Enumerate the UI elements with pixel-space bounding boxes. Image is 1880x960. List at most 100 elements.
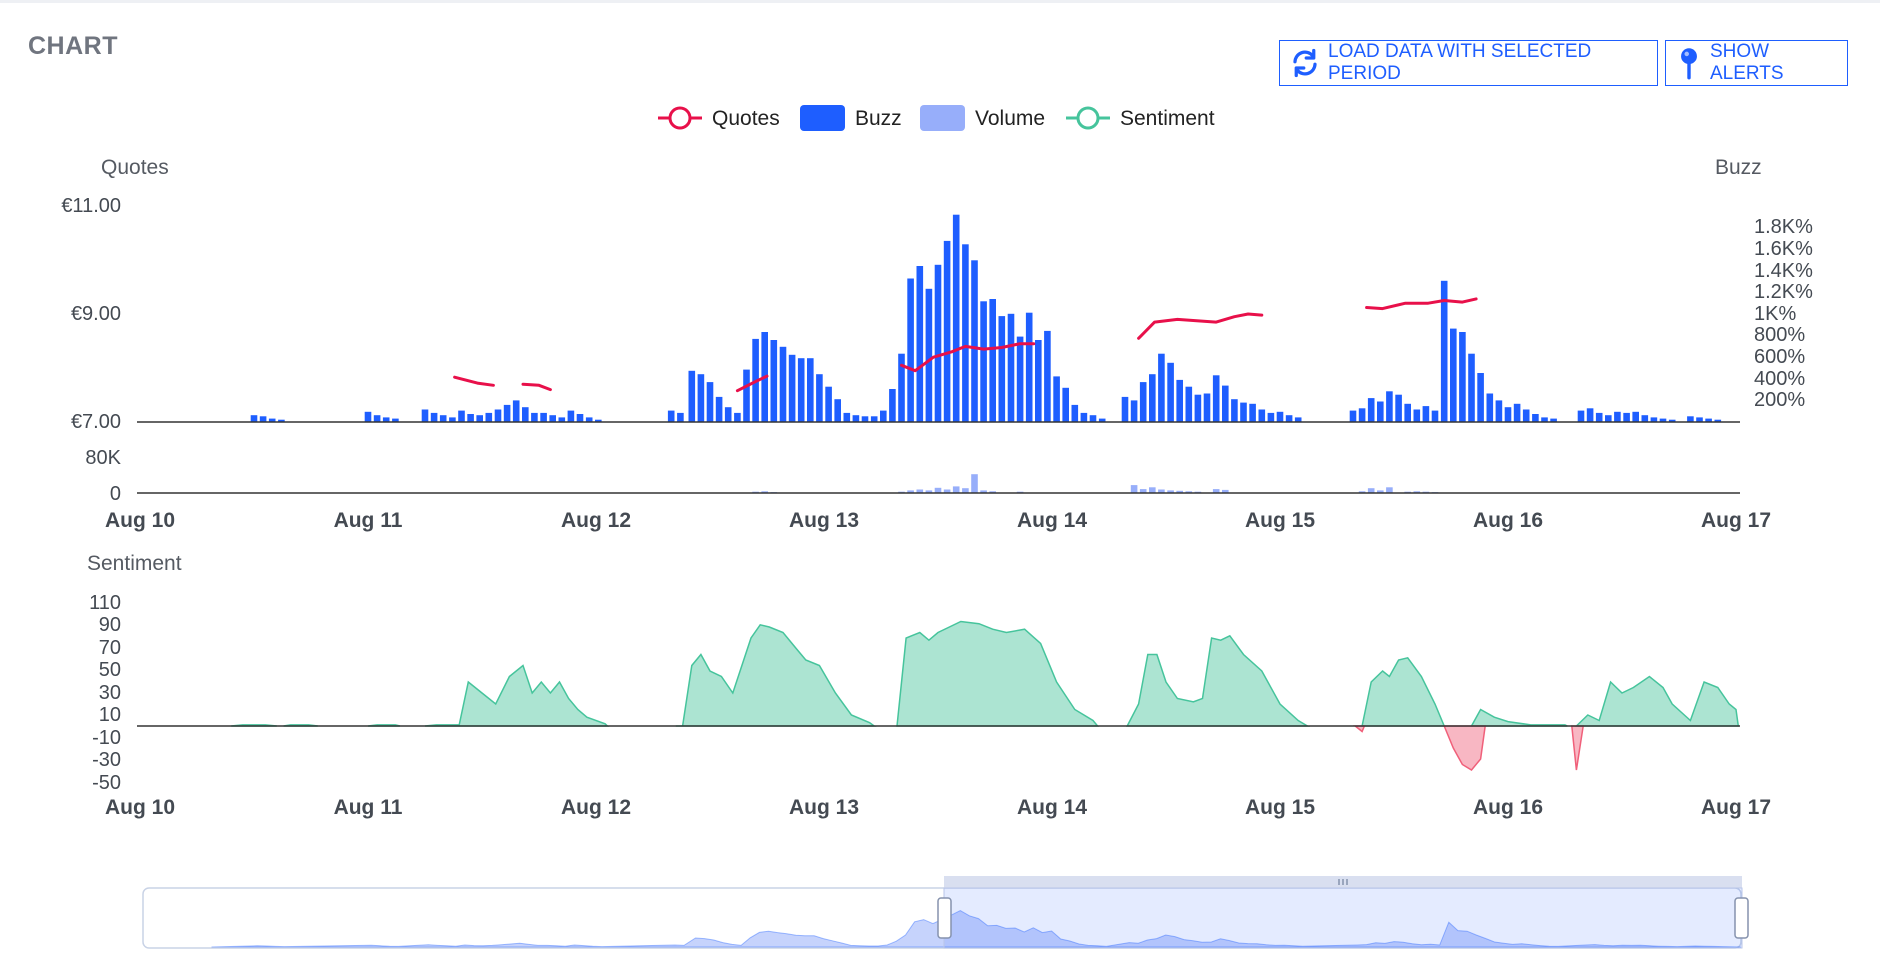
quotes-line (453, 375, 495, 387)
buzz-bar (1062, 387, 1069, 422)
buzz-bar (1285, 415, 1293, 422)
quotes-lines (453, 297, 1478, 393)
legend-label-volume: Volume (975, 107, 1045, 130)
buzz-tick-label: 200% (1754, 389, 1805, 411)
buzz-bar (1098, 418, 1106, 422)
quotes-axis: €11.00 €9.00 €7.00 (61, 195, 121, 433)
volume-bar (925, 490, 933, 493)
navigator[interactable] (142, 876, 1749, 949)
buzz-bar (1035, 340, 1042, 422)
navigator-series-area (211, 910, 1742, 948)
buzz-bar (1486, 393, 1494, 422)
buzz-bar (1349, 410, 1357, 422)
buzz-bar (259, 416, 267, 422)
sentiment-area-positive (675, 623, 877, 727)
buzz-bar (715, 396, 723, 422)
legend-item-quotes[interactable]: Quotes (658, 106, 780, 130)
volume-bar (1386, 487, 1393, 493)
buzz-bar (531, 412, 538, 422)
buzz-bar (430, 412, 438, 422)
buzz-bar (925, 288, 933, 423)
buzz-bar (476, 415, 483, 422)
buzz-bar (852, 415, 860, 422)
x-axis-top: Aug 10 Aug 11 Aug 12 Aug 13 Aug 14 Aug 1… (105, 509, 1771, 532)
quotes-line (900, 342, 1036, 373)
navigator-handle-left[interactable] (937, 897, 952, 939)
buzz-bar (1623, 412, 1630, 422)
buzz-bar (1714, 419, 1722, 422)
buzz-bar (1422, 406, 1430, 422)
sentiment-tick-label: 30 (99, 682, 121, 704)
navigator-selection[interactable] (943, 887, 1743, 949)
buzz-bar (467, 414, 474, 422)
buzz-bar (1222, 385, 1229, 422)
buzz-bar (449, 417, 456, 422)
load-data-button[interactable]: LOAD DATA WITH SELECTED PERIOD (1279, 40, 1658, 86)
sentiment-area-positive (896, 620, 1100, 727)
buzz-bar (1577, 410, 1585, 422)
navigator-handle-right[interactable] (1734, 897, 1749, 939)
buzz-bar (1149, 374, 1156, 422)
buzz-bar (1080, 412, 1088, 422)
buzz-bar (1240, 402, 1247, 422)
buzz-bar (1504, 407, 1512, 422)
card-title: CHART (28, 32, 118, 60)
sentiment-area-positive (424, 664, 610, 727)
buzz-bar (1431, 410, 1439, 422)
quotes-line (521, 382, 552, 392)
buzz-bar (558, 417, 566, 422)
sentiment-tick-label: 50 (99, 659, 121, 681)
buzz-bar (1071, 404, 1079, 422)
buzz-bar (1687, 416, 1694, 422)
buzz-tick-label: 1.6K% (1754, 238, 1813, 260)
volume-bar (971, 474, 978, 493)
buzz-bar (816, 374, 823, 422)
buzz-bar (1231, 399, 1238, 422)
buzz-bar (576, 414, 584, 422)
volume-bar (934, 487, 942, 494)
buzz-bar (1358, 408, 1366, 422)
buzz-bar (1632, 411, 1639, 423)
buzz-bar (1203, 393, 1211, 422)
buzz-bar (952, 214, 960, 422)
legend-label-sentiment: Sentiment (1120, 107, 1215, 130)
buzz-axis: 1.8K% 1.6K% 1.4K% 1.2K% 1K% 800% 600% 40… (1754, 216, 1813, 411)
buzz-bar (382, 417, 390, 422)
buzz-bar (1089, 415, 1097, 422)
load-data-label: LOAD DATA WITH SELECTED PERIOD (1328, 41, 1592, 84)
sentiment-area-negative (1353, 725, 1366, 733)
buzz-bar (250, 415, 258, 422)
buzz-bar (943, 240, 951, 422)
legend-item-buzz[interactable]: Buzz (800, 105, 902, 131)
buzz-bar (421, 409, 429, 422)
buzz-tick-label: 1K% (1754, 303, 1796, 325)
legend-item-sentiment[interactable]: Sentiment (1066, 106, 1215, 130)
buzz-bar (697, 374, 705, 422)
legend-item-volume[interactable]: Volume (920, 105, 1045, 131)
volume-bar (1222, 489, 1229, 493)
buzz-bar (364, 411, 372, 423)
buzz-bar (1007, 313, 1015, 422)
buzz-bar (998, 316, 1006, 422)
volume-bar (943, 489, 951, 493)
volume-axis: 80K 0 (85, 447, 121, 505)
buzz-bar (1650, 417, 1658, 422)
volume-bar (916, 489, 924, 493)
buzz-bar (1522, 409, 1530, 422)
x-tick-label: Aug 12 (561, 796, 631, 819)
sentiment-tick-label: -50 (92, 772, 121, 794)
buzz-bar (989, 299, 996, 422)
show-alerts-button[interactable]: SHOW ALERTS (1665, 40, 1848, 86)
buzz-bar (1532, 414, 1539, 422)
buzz-bar (567, 410, 575, 422)
quotes-line (1365, 297, 1478, 311)
sentiment-axis: 110 90 70 50 30 10 -10 -30 -50 (89, 592, 121, 794)
x-tick-label: Aug 10 (105, 796, 175, 819)
x-tick-label: Aug 13 (789, 509, 859, 532)
buzz-bar (439, 415, 447, 422)
buzz-tick-label: 1.8K% (1754, 216, 1813, 238)
volume-bar (989, 491, 996, 494)
buzz-bar (1450, 328, 1457, 422)
volume-bar (1139, 489, 1147, 493)
